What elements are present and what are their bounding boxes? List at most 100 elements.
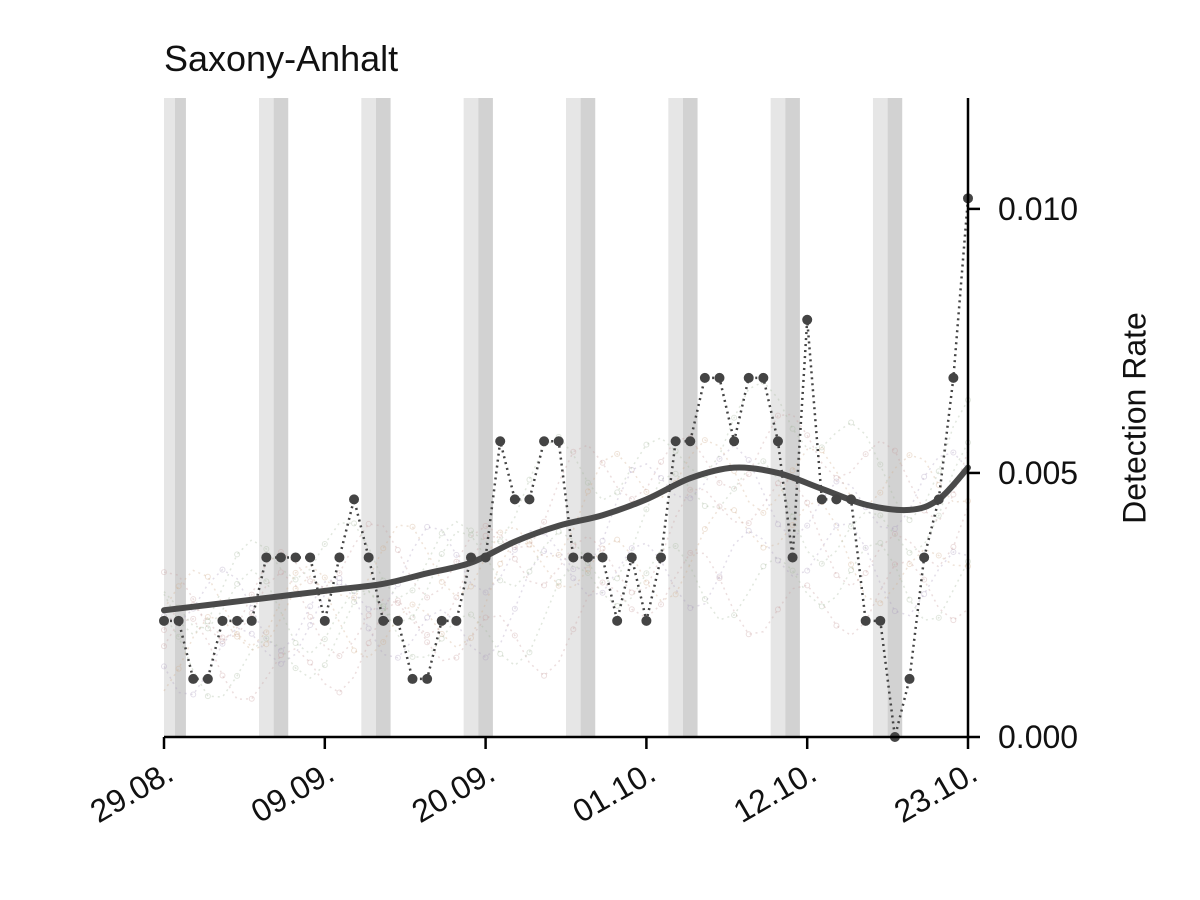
background-point — [833, 622, 840, 629]
data-series — [159, 193, 973, 742]
data-point-3 — [202, 673, 213, 684]
background-series-0 — [163, 552, 969, 701]
background-point — [906, 561, 913, 568]
background-point — [950, 449, 957, 456]
background-point — [292, 569, 299, 576]
background-point — [950, 491, 957, 498]
background-point — [541, 672, 548, 679]
background-point — [643, 488, 650, 495]
data-point-21 — [465, 552, 476, 563]
data-point-48 — [860, 615, 871, 626]
background-point — [818, 444, 825, 451]
data-point-14 — [363, 552, 374, 563]
background-point — [161, 643, 167, 650]
background-point — [570, 448, 577, 455]
background-point — [263, 578, 270, 585]
background-point — [292, 640, 299, 647]
background-point — [409, 587, 416, 594]
weekend-bands — [164, 98, 903, 737]
background-point — [745, 631, 752, 638]
data-point-18 — [422, 673, 433, 684]
background-point — [511, 632, 518, 639]
background-point — [599, 545, 606, 552]
background-point — [701, 503, 708, 510]
data-point-26 — [539, 436, 550, 447]
background-point — [204, 693, 211, 700]
data-point-39 — [729, 436, 740, 447]
background-point — [672, 543, 679, 550]
background-point — [424, 594, 431, 601]
data-point-49 — [875, 615, 886, 626]
background-point — [351, 594, 358, 601]
background-point — [672, 591, 679, 598]
data-point-24 — [509, 494, 520, 505]
data-point-15 — [378, 615, 389, 626]
data-point-54 — [948, 372, 959, 383]
background-point — [467, 532, 474, 539]
data-point-47 — [846, 494, 857, 505]
background-point — [482, 654, 489, 661]
background-point — [906, 549, 913, 556]
background-point — [438, 530, 445, 537]
data-point-44 — [802, 314, 813, 325]
background-point — [307, 613, 314, 620]
background-point — [833, 572, 840, 579]
background-point — [643, 579, 650, 586]
background-point — [497, 650, 504, 657]
data-point-6 — [246, 615, 257, 626]
background-point — [336, 579, 343, 586]
background-point — [204, 625, 211, 632]
background-point — [584, 488, 591, 495]
background-point — [555, 528, 562, 535]
background-series-8 — [163, 413, 969, 643]
background-point — [394, 546, 401, 553]
background-point — [877, 540, 884, 547]
background-point — [234, 630, 241, 637]
background-point — [526, 541, 533, 548]
background-point — [336, 653, 343, 660]
background-point — [277, 569, 284, 576]
weekend-band-3-dark — [478, 98, 493, 737]
background-point — [307, 622, 314, 629]
background-point — [234, 580, 241, 587]
background-point — [804, 522, 811, 529]
background-point — [234, 633, 241, 640]
background-point — [848, 523, 855, 530]
background-point — [277, 660, 284, 667]
data-point-29 — [582, 552, 593, 563]
background-point — [277, 652, 284, 659]
data-point-16 — [392, 615, 403, 626]
background-point — [438, 551, 445, 558]
x-tick-label-1: 09.09. — [245, 754, 340, 830]
background-point — [760, 563, 767, 570]
data-point-33 — [641, 615, 652, 626]
background-series-2 — [163, 522, 969, 696]
data-point-7 — [261, 552, 272, 563]
background-point — [891, 561, 898, 568]
background-point — [497, 529, 504, 536]
data-point-8 — [275, 552, 286, 563]
background-point — [716, 503, 723, 510]
background-point — [365, 625, 372, 632]
weekend-band-7-dark — [887, 98, 903, 737]
background-point — [248, 630, 255, 637]
background-point — [351, 647, 358, 654]
background-point — [541, 582, 548, 589]
background-point — [672, 470, 679, 477]
x-tick-label-0: 29.08. — [84, 754, 179, 830]
background-point — [190, 691, 197, 698]
data-point-46 — [831, 494, 842, 505]
background-point — [219, 638, 226, 645]
background-point — [760, 509, 767, 516]
background-point — [438, 630, 445, 637]
background-point — [774, 480, 781, 487]
background-point — [526, 649, 533, 656]
background-point — [701, 596, 708, 603]
background-point — [877, 512, 884, 519]
data-point-11 — [319, 615, 330, 626]
background-point — [555, 578, 562, 585]
trend-line — [161, 464, 971, 614]
background-point — [584, 570, 591, 577]
data-point-43 — [787, 552, 798, 563]
background-point — [862, 570, 869, 577]
